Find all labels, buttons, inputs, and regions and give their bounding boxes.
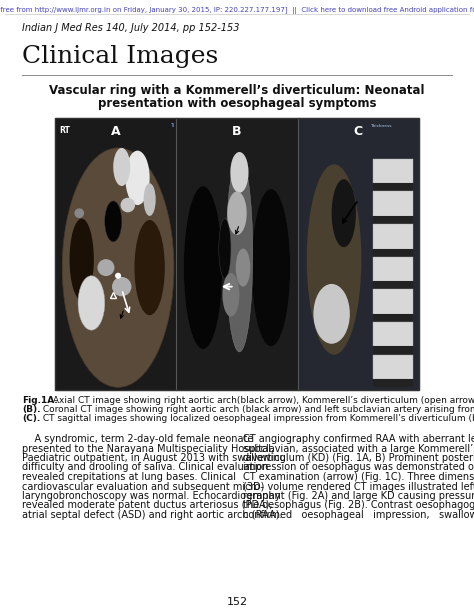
Bar <box>373 216 413 224</box>
Ellipse shape <box>222 273 239 316</box>
Ellipse shape <box>236 248 250 287</box>
Bar <box>55 118 176 390</box>
Text: (3D) volume rendered CT images illustrated left ductal: (3D) volume rendered CT images illustrat… <box>243 481 474 492</box>
Ellipse shape <box>226 156 253 352</box>
Bar <box>373 183 413 191</box>
Text: A syndromic, term 2-day-old female neonate: A syndromic, term 2-day-old female neona… <box>22 434 254 444</box>
Bar <box>373 355 413 379</box>
Text: revealed crepitations at lung bases. Clinical: revealed crepitations at lung bases. Cli… <box>22 472 236 482</box>
Text: presented to the Narayana Multispeciality Hospital,: presented to the Narayana Multispecialit… <box>22 443 274 454</box>
Text: CT sagittal images showing localized oesophageal impression from Kommerell’s div: CT sagittal images showing localized oes… <box>40 414 474 423</box>
Text: (B).: (B). <box>22 405 40 414</box>
Text: CT angiography confirmed RAA with aberrant left: CT angiography confirmed RAA with aberra… <box>243 434 474 444</box>
Circle shape <box>98 259 114 276</box>
Text: presentation with oesophageal symptoms: presentation with oesophageal symptoms <box>98 97 376 110</box>
Bar <box>373 346 413 355</box>
Ellipse shape <box>144 183 155 216</box>
Bar <box>55 118 419 390</box>
Bar <box>373 281 413 289</box>
Text: difficulty and drooling of saliva. Clinical evaluation: difficulty and drooling of saliva. Clini… <box>22 462 268 473</box>
Text: remnant (Fig. 2A) and large KD causing pressure on: remnant (Fig. 2A) and large KD causing p… <box>243 491 474 501</box>
Circle shape <box>115 273 121 279</box>
Ellipse shape <box>313 284 350 344</box>
Ellipse shape <box>62 148 174 387</box>
Text: 152: 152 <box>227 597 247 607</box>
Text: subclavian, associated with a large Kommerell’s: subclavian, associated with a large Komm… <box>243 443 474 454</box>
Text: Tı: Tı <box>170 123 174 128</box>
Text: Thickness: Thickness <box>371 124 392 128</box>
Text: Fig.1A.: Fig.1A. <box>22 396 58 405</box>
Text: the oesophagus (Fig. 2B). Contrast oesophagography: the oesophagus (Fig. 2B). Contrast oesop… <box>243 500 474 511</box>
Bar <box>373 159 413 183</box>
Ellipse shape <box>183 186 222 349</box>
Bar <box>373 322 413 346</box>
Bar <box>373 257 413 281</box>
Ellipse shape <box>307 164 361 355</box>
Bar <box>373 224 413 248</box>
Text: laryngobronchoscopy was normal. Echocardiography: laryngobronchoscopy was normal. Echocard… <box>22 491 281 501</box>
Bar <box>373 191 413 216</box>
Text: atrial septal defect (ASD) and right aortic arch (RAA).: atrial septal defect (ASD) and right aor… <box>22 510 283 520</box>
Text: (C).: (C). <box>22 414 40 423</box>
Bar <box>373 248 413 257</box>
Circle shape <box>74 208 84 218</box>
Text: Coronal CT image showing right aortic arch (black arrow) and left subclavian art: Coronal CT image showing right aortic ar… <box>40 405 474 414</box>
Text: CT examination (arrow) (Fig. 1C). Three dimensional: CT examination (arrow) (Fig. 1C). Three … <box>243 472 474 482</box>
Bar <box>298 118 419 390</box>
Ellipse shape <box>228 191 246 235</box>
Text: confirmed   oesophageal   impression,   swallowing: confirmed oesophageal impression, swallo… <box>243 510 474 520</box>
Text: revealed moderate patent ductus arteriosus (PDA),: revealed moderate patent ductus arterios… <box>22 500 273 511</box>
Ellipse shape <box>105 201 122 242</box>
Bar <box>373 289 413 314</box>
Circle shape <box>112 277 131 296</box>
Text: Paediatric outpatient, in August 2013 with swallowing: Paediatric outpatient, in August 2013 wi… <box>22 453 286 463</box>
Bar <box>176 118 298 390</box>
Text: Indian J Med Res 140, July 2014, pp 152-153: Indian J Med Res 140, July 2014, pp 152-… <box>22 23 239 33</box>
Ellipse shape <box>126 151 150 205</box>
Ellipse shape <box>78 276 105 330</box>
Text: diverticulum (KD) (Fig. 1A, B) Prominent posterior: diverticulum (KD) (Fig. 1A, B) Prominent… <box>243 453 474 463</box>
Ellipse shape <box>252 189 291 346</box>
Text: RT: RT <box>59 126 70 135</box>
Ellipse shape <box>230 152 248 193</box>
Bar <box>373 314 413 322</box>
Text: Clinical Images: Clinical Images <box>22 45 218 68</box>
Ellipse shape <box>113 148 130 186</box>
Circle shape <box>120 198 135 212</box>
Ellipse shape <box>219 219 231 278</box>
Bar <box>55 118 419 390</box>
Text: [Downloaded free from http://www.ijmr.org.in on Friday, January 30, 2015, IP: 22: [Downloaded free from http://www.ijmr.or… <box>0 7 474 14</box>
Text: C: C <box>354 125 363 138</box>
Text: Axial CT image showing right aortic arch(black arrow), Kommerell’s diverticulum : Axial CT image showing right aortic arch… <box>50 396 474 405</box>
Text: Vascular ring with a Kommerell’s diverticulum: Neonatal: Vascular ring with a Kommerell’s diverti… <box>49 84 425 97</box>
Bar <box>373 379 413 387</box>
Ellipse shape <box>332 179 356 247</box>
Text: B: B <box>232 125 242 138</box>
Ellipse shape <box>135 220 165 315</box>
Text: A: A <box>111 125 120 138</box>
Text: cardiovascular evaluation and subsequent micro-: cardiovascular evaluation and subsequent… <box>22 481 264 492</box>
Ellipse shape <box>70 219 94 300</box>
Text: impression of oesophagus was demonstrated on the: impression of oesophagus was demonstrate… <box>243 462 474 473</box>
